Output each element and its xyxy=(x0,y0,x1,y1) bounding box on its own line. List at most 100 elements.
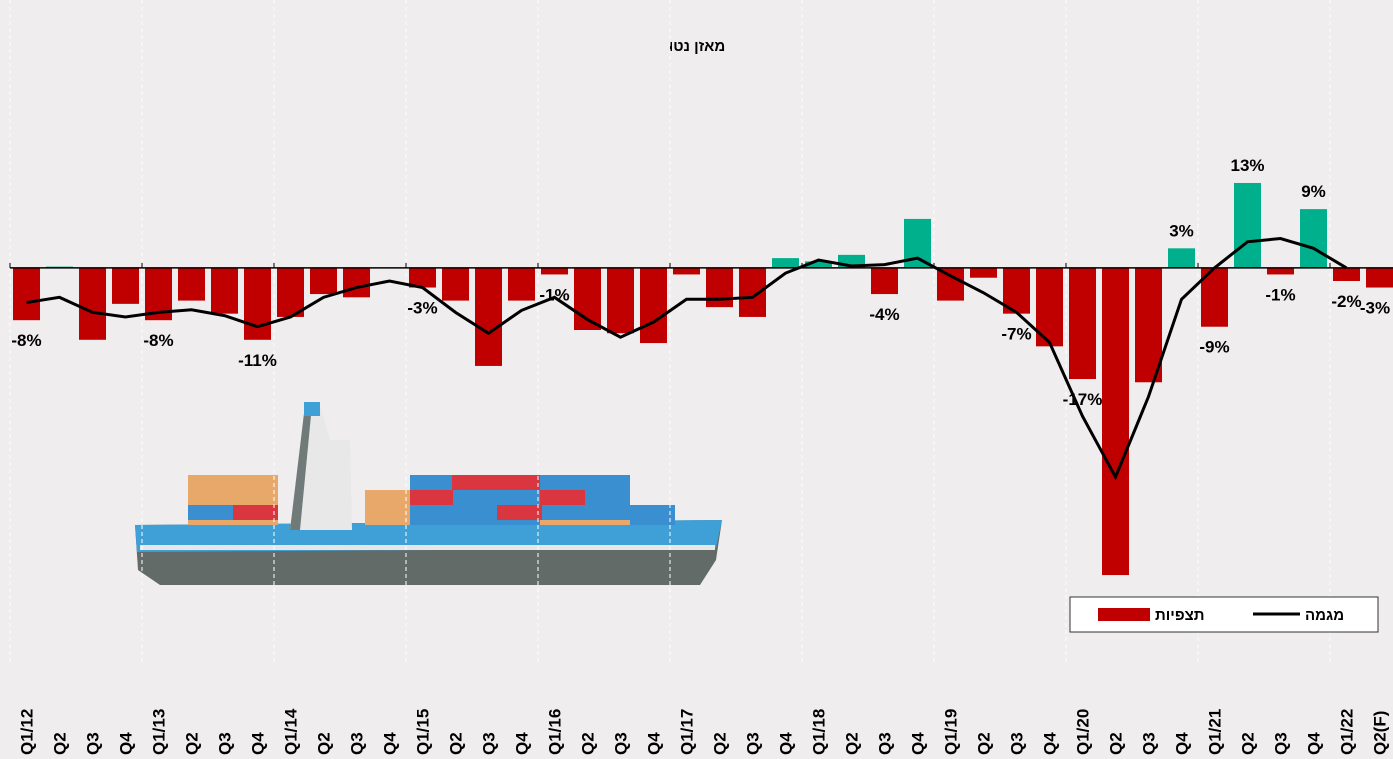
bar xyxy=(1267,267,1294,275)
bar xyxy=(937,267,964,301)
bar xyxy=(970,267,997,278)
x-tick-label: Q1/17 xyxy=(678,709,697,755)
bar xyxy=(1102,267,1129,576)
x-tick-label: Q2 xyxy=(843,732,862,755)
bar xyxy=(409,267,436,288)
data-label: -3% xyxy=(1360,299,1390,318)
x-tick-label: Q4 xyxy=(117,732,136,755)
x-tick-label: Q4 xyxy=(249,732,268,755)
x-tick-label: Q3 xyxy=(1272,732,1291,755)
x-tick-label: Q1/15 xyxy=(414,709,433,755)
data-label: -4% xyxy=(869,305,899,324)
x-tick-label: Q1/22 xyxy=(1338,709,1357,755)
x-tick-label: Q1/12 xyxy=(18,709,37,755)
legend-label: תצפיות xyxy=(1155,607,1205,624)
x-tick-label: Q1/13 xyxy=(150,709,169,755)
bar xyxy=(541,267,568,275)
data-label: -17% xyxy=(1063,390,1103,409)
legend-label: מגמה xyxy=(1305,607,1344,624)
bar xyxy=(871,267,898,295)
bar xyxy=(772,258,799,268)
x-tick-label: Q2 xyxy=(51,732,70,755)
bar xyxy=(1069,267,1096,380)
bar xyxy=(310,267,337,295)
bar xyxy=(1366,267,1393,288)
x-tick-label: Q3 xyxy=(1140,732,1159,755)
bar xyxy=(640,267,667,344)
data-label: 9% xyxy=(1301,182,1326,201)
legend-swatch xyxy=(1098,608,1150,621)
bar xyxy=(706,267,733,308)
x-tick-label: Q1/19 xyxy=(942,709,961,755)
x-tick-label: Q4 xyxy=(777,732,796,755)
bar xyxy=(442,267,469,301)
x-tick-label: Q2 xyxy=(315,732,334,755)
x-tick-label: Q2 xyxy=(975,732,994,755)
bar xyxy=(607,267,634,334)
x-tick-label: Q4 xyxy=(1041,732,1060,755)
bar xyxy=(475,267,502,366)
chart-title: מאזן נטו xyxy=(669,38,726,55)
data-label: -7% xyxy=(1001,325,1031,344)
bar xyxy=(1300,209,1327,268)
data-label: -3% xyxy=(407,299,437,318)
bar xyxy=(508,267,535,301)
x-tick-label: Q2 xyxy=(1107,732,1126,755)
ship xyxy=(135,402,722,585)
bar xyxy=(343,267,370,298)
x-tick-label: Q1/16 xyxy=(546,709,565,755)
bar xyxy=(1135,267,1162,383)
bar xyxy=(739,267,766,317)
x-tick-label: Q3 xyxy=(1008,732,1027,755)
x-tick-label: Q3 xyxy=(216,732,235,755)
bar xyxy=(13,267,40,321)
legend: מגמה תצפיות xyxy=(1069,596,1379,633)
bar xyxy=(178,267,205,301)
x-tick-label: Q4 xyxy=(1173,732,1192,755)
bar xyxy=(1168,248,1195,268)
bar xyxy=(1333,267,1360,281)
x-tick-label: Q1/21 xyxy=(1206,709,1225,755)
x-tick-label: Q1/14 xyxy=(282,708,301,755)
data-label: -8% xyxy=(11,331,41,350)
bar xyxy=(244,267,271,340)
x-tick-label: Q2 xyxy=(1239,732,1258,755)
x-tick-label: Q2 xyxy=(183,732,202,755)
x-tick-label: Q4 xyxy=(909,732,928,755)
bar xyxy=(277,267,304,317)
data-label: -2% xyxy=(1331,292,1361,311)
x-tick-label: Q2 xyxy=(447,732,466,755)
x-tick-label: Q3 xyxy=(348,732,367,755)
data-label: -9% xyxy=(1199,338,1229,357)
grid xyxy=(9,0,1331,665)
bar xyxy=(112,267,139,304)
x-tick-label: Q4 xyxy=(381,732,400,755)
data-label: 13% xyxy=(1230,156,1264,175)
x-tick-label: Q1/18 xyxy=(810,709,829,755)
x-tick-label: Q2 xyxy=(711,732,730,755)
x-tick-label: Q4 xyxy=(645,732,664,755)
data-label: 3% xyxy=(1169,221,1194,240)
x-tick-label: Q4 xyxy=(1305,732,1324,755)
x-tick-label: Q3 xyxy=(480,732,499,755)
x-tick-label: Q4 xyxy=(513,732,532,755)
bar xyxy=(79,267,106,340)
plot: -8% -8%-11%-3%-1%-4%-7%-17%3%-9%13%-1%9%-… xyxy=(9,156,1393,576)
data-label: -11% xyxy=(238,351,277,370)
bar xyxy=(1234,182,1261,268)
x-tick-label: Q3 xyxy=(612,732,631,755)
data-label: -8% xyxy=(143,331,173,350)
x-tick-label: Q1/20 xyxy=(1074,709,1093,755)
bar xyxy=(805,261,832,268)
x-tick-label: Q3 xyxy=(876,732,895,755)
x-tick-label: Q2(F) xyxy=(1371,711,1390,755)
x-tick-label: Q3 xyxy=(744,732,763,755)
bar xyxy=(211,267,238,314)
data-label: -1% xyxy=(1265,285,1295,304)
trend-line xyxy=(26,236,1348,481)
x-tick-label: Q3 xyxy=(84,732,103,755)
x-tick-label: Q2 xyxy=(579,732,598,755)
bar xyxy=(673,267,700,275)
